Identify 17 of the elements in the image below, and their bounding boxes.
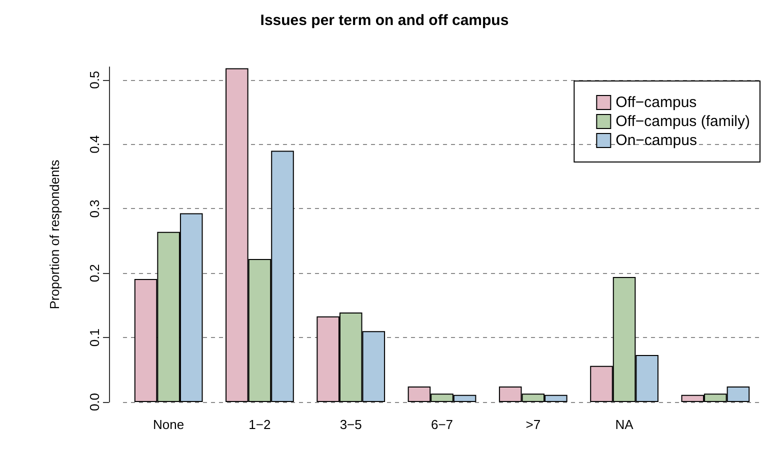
y-axis-title: Proportion of respondents	[47, 159, 62, 310]
y-tick-label: 0.2	[87, 264, 102, 282]
y-tick-label: 0.1	[87, 328, 102, 347]
y-tick-label: 0.0	[87, 392, 102, 412]
x-tick-label: 3−5	[340, 417, 362, 432]
y-tick-label: 0.5	[87, 70, 102, 89]
x-tick-label: 1−2	[248, 417, 271, 432]
chart-title: Issues per term on and off campus	[260, 12, 509, 29]
x-tick-label: None	[153, 417, 184, 432]
legend-label: On−campus	[616, 132, 697, 149]
x-tick-label: 6−7	[430, 417, 454, 432]
legend-label: Off−campus	[616, 94, 697, 111]
legend-label: Off−campus (family)	[616, 113, 750, 130]
y-tick-label: 0.4	[87, 135, 102, 154]
y-tick-label: 0.3	[87, 200, 102, 218]
x-tick-label: NA	[615, 417, 634, 432]
x-tick-label: >7	[526, 417, 541, 432]
